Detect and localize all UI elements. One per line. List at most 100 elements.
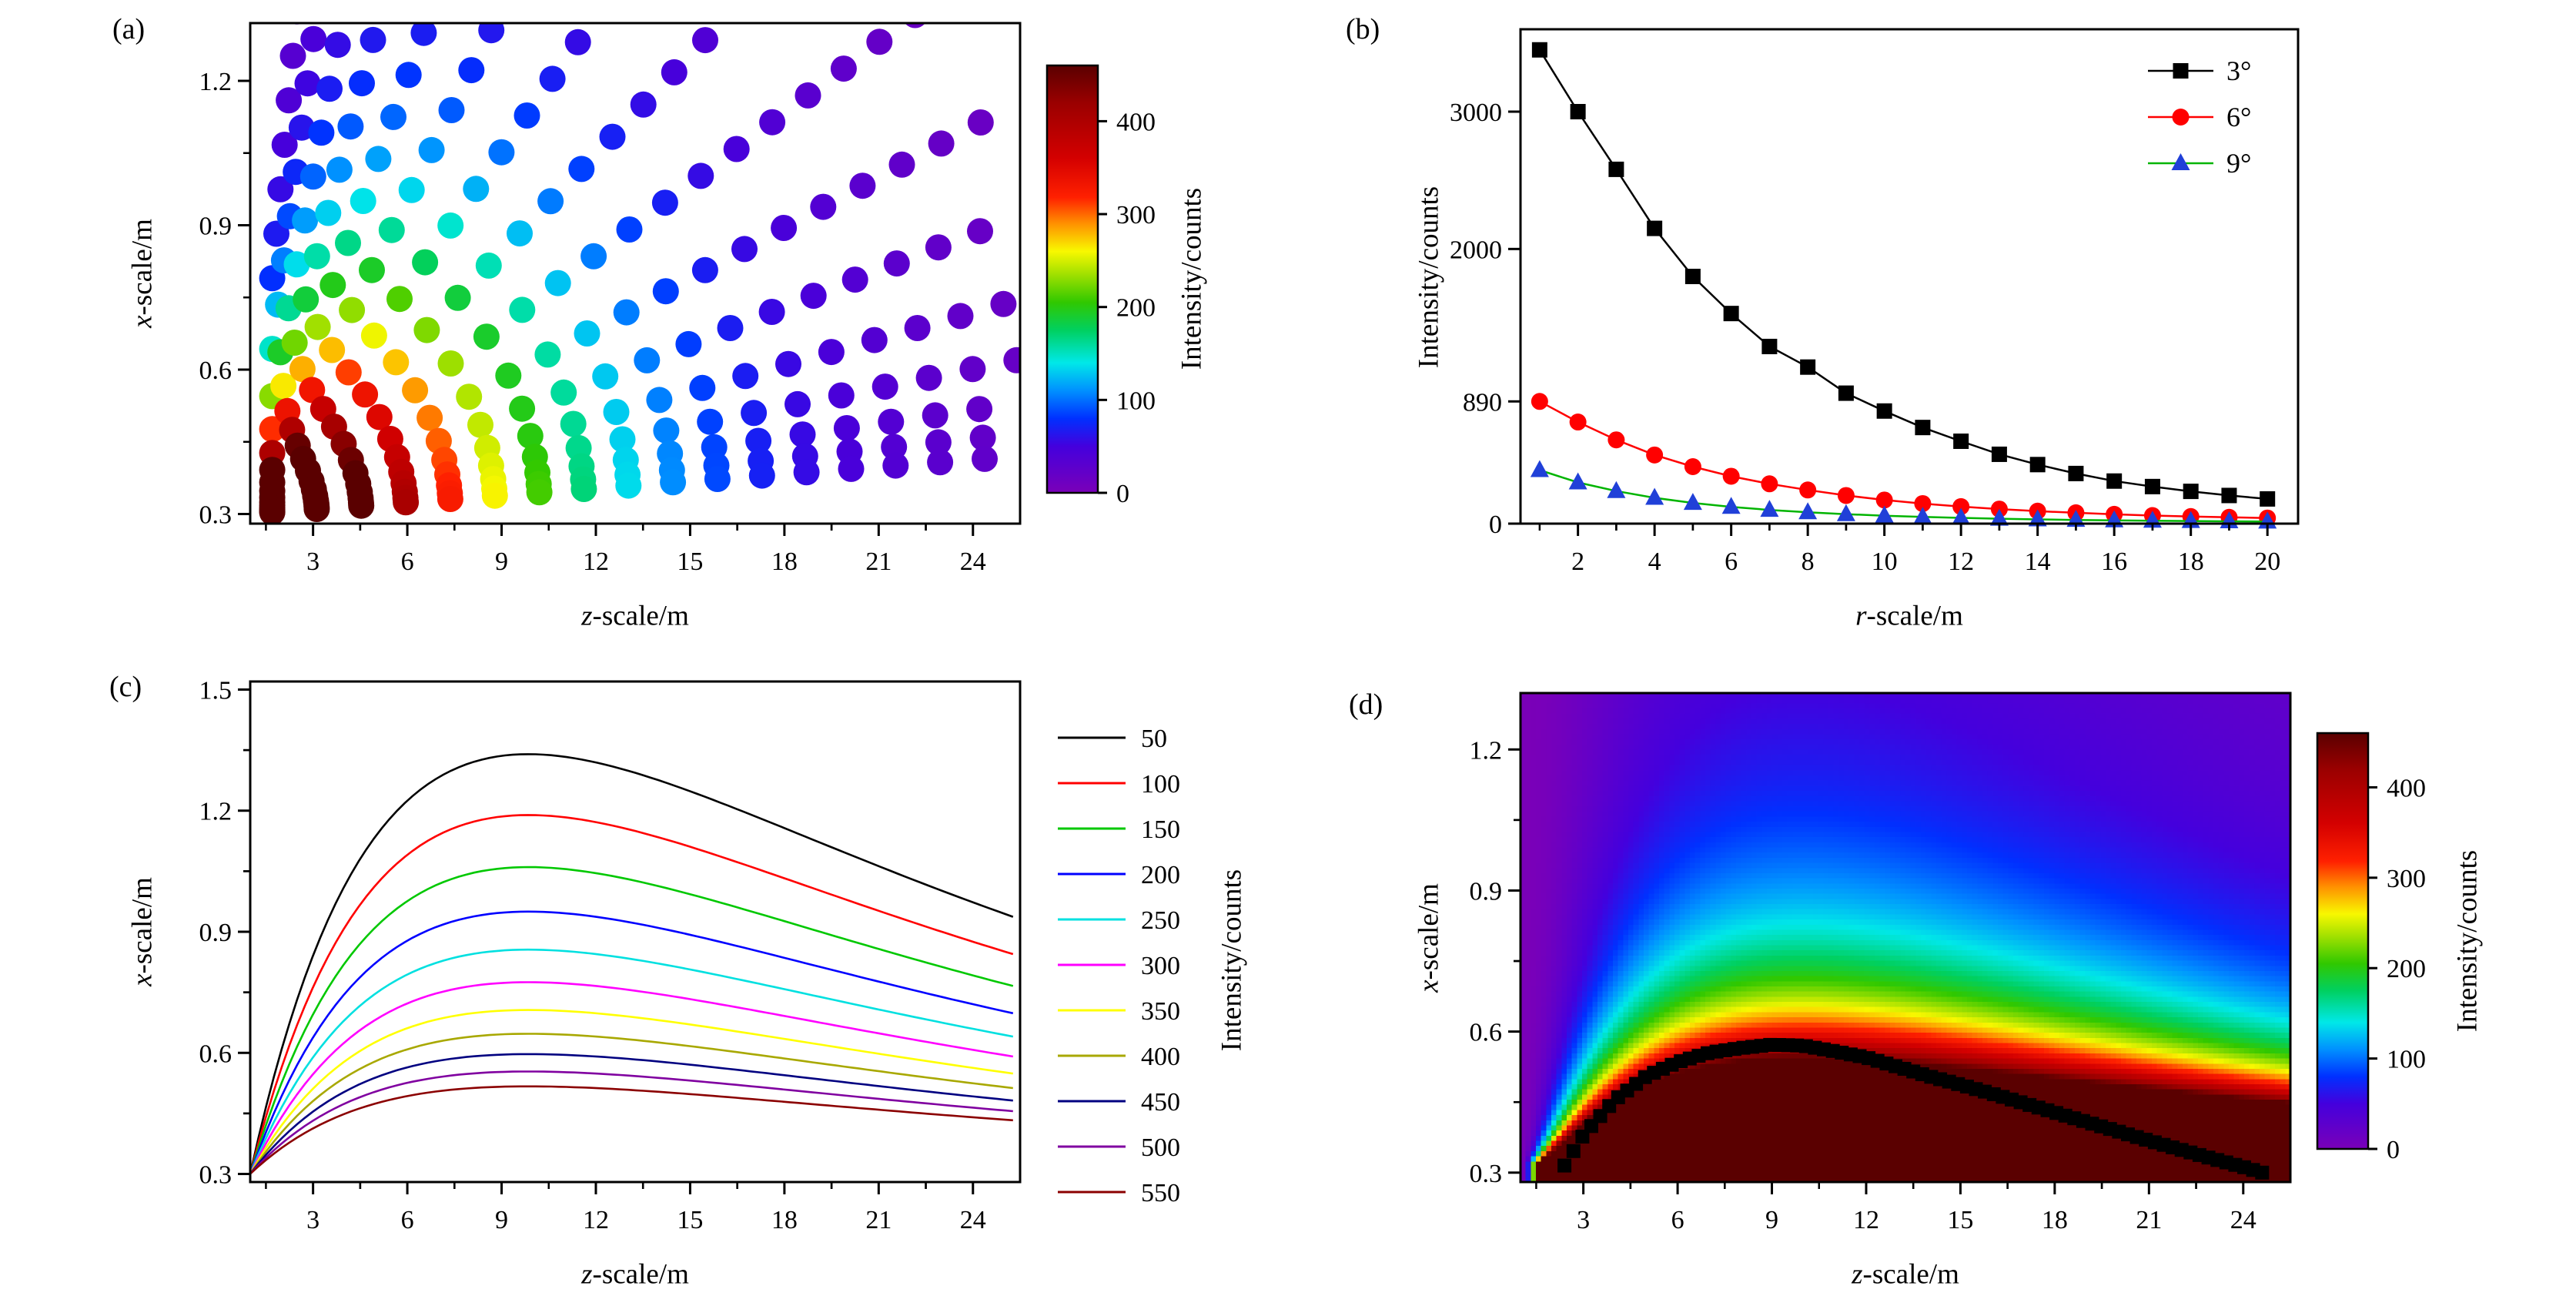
svg-text:100: 100 (1141, 770, 1180, 799)
svg-text:1.5: 1.5 (199, 676, 233, 705)
svg-text:21: 21 (2136, 1206, 2162, 1234)
axes-b: 2 4 6 8 10 12 14 16 18 20 0 890 2000 3000 (1450, 28, 2300, 576)
svg-text:12: 12 (583, 1206, 609, 1234)
axes-c: 3 6 9 12 15 18 21 24 0.3 0.6 0.9 1.2 1.5 (199, 676, 1022, 1234)
svg-text:15: 15 (677, 548, 703, 576)
svg-text:450: 450 (1141, 1088, 1180, 1117)
panel-b-xlabel: r-scale/m (1855, 600, 1963, 632)
axes-d: 3 6 9 12 15 18 21 24 0.3 0.6 0.9 1.2 (1470, 692, 2292, 1234)
svg-text:1.2: 1.2 (1470, 736, 1503, 765)
svg-text:3: 3 (306, 548, 319, 576)
svg-text:18: 18 (771, 1206, 798, 1234)
svg-text:200: 200 (1116, 294, 1156, 323)
svg-text:0.9: 0.9 (199, 919, 233, 947)
svg-text:3°: 3° (2226, 55, 2251, 86)
colorbar-label-a: Intensity/counts (1176, 187, 1208, 370)
colorbar-a: 0 100 200 300 400 (1045, 64, 1156, 508)
svg-text:21: 21 (865, 1206, 892, 1234)
svg-text:1.2: 1.2 (199, 68, 233, 96)
svg-text:3: 3 (1577, 1206, 1590, 1234)
svg-text:300: 300 (1116, 201, 1156, 229)
panel-b-tag: (b) (1346, 13, 1380, 45)
svg-text:300: 300 (1141, 952, 1180, 980)
svg-text:500: 500 (1141, 1134, 1180, 1162)
svg-text:6°: 6° (2226, 102, 2251, 132)
legend-b: 3° 6° 9° (2148, 55, 2251, 179)
svg-text:0.6: 0.6 (199, 1040, 233, 1068)
svg-text:0.9: 0.9 (199, 213, 233, 241)
svg-text:12: 12 (1948, 548, 1974, 576)
svg-text:9°: 9° (2226, 148, 2251, 179)
colorbar-label-d: Intensity/counts (2451, 849, 2484, 1033)
svg-text:3: 3 (306, 1206, 319, 1234)
svg-text:9: 9 (495, 1206, 508, 1234)
panel-d-xlabel: z-scale/m (1852, 1258, 1959, 1291)
svg-text:15: 15 (677, 1206, 703, 1234)
scatter-a (259, 23, 1020, 524)
svg-text:300: 300 (2387, 865, 2426, 893)
svg-text:0.6: 0.6 (199, 357, 233, 385)
svg-text:0.3: 0.3 (199, 501, 233, 530)
panel-d-ylabel: x-scale/m (1413, 883, 1445, 993)
ridge-d (1557, 1037, 2270, 1180)
heatmap-d (1521, 693, 2290, 1182)
svg-text:350: 350 (1141, 997, 1180, 1026)
svg-text:2000: 2000 (1450, 236, 1502, 264)
svg-text:400: 400 (1116, 108, 1156, 136)
panel-a-tag: (a) (112, 13, 146, 45)
svg-text:100: 100 (1116, 387, 1156, 415)
svg-text:12: 12 (583, 548, 609, 576)
svg-text:4: 4 (1648, 548, 1661, 576)
svg-text:24: 24 (2230, 1206, 2257, 1234)
svg-text:18: 18 (2178, 548, 2204, 576)
svg-text:150: 150 (1141, 815, 1180, 844)
panel-b-ylabel: Intensity/counts (1413, 186, 1445, 369)
colorbar-d: 0 100 200 300 400 (2316, 732, 2426, 1164)
svg-text:200: 200 (1141, 861, 1180, 889)
svg-text:550: 550 (1141, 1179, 1180, 1207)
svg-text:0: 0 (1489, 511, 1502, 539)
svg-text:24: 24 (960, 1206, 986, 1234)
legend-label-c: Intensity/counts (1216, 869, 1248, 1052)
svg-text:9: 9 (495, 548, 508, 576)
svg-text:0: 0 (2387, 1136, 2400, 1164)
svg-text:3000: 3000 (1450, 99, 1502, 127)
svg-text:200: 200 (2387, 955, 2426, 983)
svg-text:18: 18 (2042, 1206, 2068, 1234)
svg-text:21: 21 (865, 548, 892, 576)
svg-text:0.3: 0.3 (199, 1161, 233, 1190)
svg-text:24: 24 (960, 548, 986, 576)
svg-text:0.3: 0.3 (1470, 1160, 1503, 1188)
panel-a-xlabel: z-scale/m (581, 600, 689, 632)
svg-text:6: 6 (1671, 1206, 1684, 1234)
svg-text:0.6: 0.6 (1470, 1019, 1503, 1047)
svg-text:250: 250 (1141, 906, 1180, 935)
svg-text:890: 890 (1463, 388, 1502, 417)
svg-text:2: 2 (1571, 548, 1584, 576)
svg-text:12: 12 (1853, 1206, 1879, 1234)
legend-c: 50 100 150 200 250 300 350 400 450 500 550 (1058, 725, 1180, 1207)
svg-text:10: 10 (1872, 548, 1898, 576)
svg-text:9: 9 (1765, 1206, 1778, 1234)
panel-c-xlabel: z-scale/m (581, 1258, 689, 1291)
svg-text:0: 0 (1116, 480, 1129, 508)
svg-text:20: 20 (2254, 548, 2280, 576)
svg-text:18: 18 (771, 548, 798, 576)
panel-d-tag: (d) (1349, 688, 1383, 721)
svg-text:6: 6 (1725, 548, 1738, 576)
svg-text:0.9: 0.9 (1470, 877, 1503, 906)
svg-text:100: 100 (2387, 1046, 2426, 1074)
panel-c-tag: (c) (109, 671, 142, 703)
svg-text:15: 15 (1947, 1206, 1973, 1234)
svg-text:8: 8 (1802, 548, 1815, 576)
contours-c (250, 753, 1014, 1174)
series-b (1530, 42, 2277, 529)
svg-text:16: 16 (2101, 548, 2127, 576)
svg-text:6: 6 (401, 1206, 414, 1234)
axes-a: 3 6 9 12 15 18 21 24 0.3 0.6 0.9 1.2 (199, 22, 1022, 576)
svg-text:400: 400 (2387, 774, 2426, 802)
panel-a-ylabel: x-scale/m (126, 219, 159, 328)
svg-text:50: 50 (1141, 725, 1167, 753)
